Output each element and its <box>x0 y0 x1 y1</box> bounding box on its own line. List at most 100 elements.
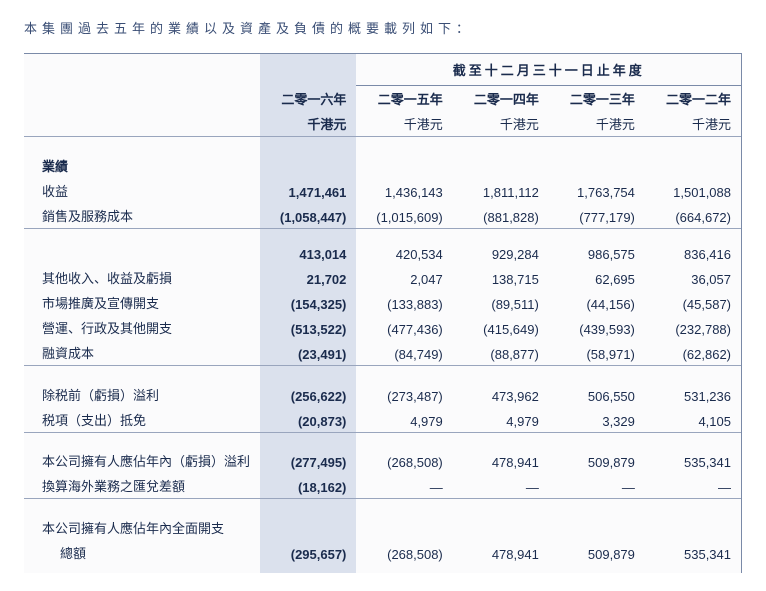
label-finance: 融資成本 <box>24 340 260 366</box>
cell-cost-2013: (777,179) <box>549 203 645 229</box>
cell-fx-2012: — <box>645 473 741 499</box>
period-header: 截至十二月三十一日止年度 <box>356 54 741 86</box>
cell-cost-2014: (881,828) <box>453 203 549 229</box>
cell-fin-2012: (62,862) <box>645 340 741 366</box>
row-total-comp-line1: 本公司擁有人應佔年內全面開支 <box>24 515 741 540</box>
cell-attrib-2015: (268,508) <box>356 448 452 473</box>
label-tax: 税項（支出）抵免 <box>24 407 260 433</box>
cell-other-2015: 2,047 <box>356 265 452 290</box>
cell-fx-2015: — <box>356 473 452 499</box>
cell-fin-2014: (88,877) <box>453 340 549 366</box>
cell-gross-2012: 836,416 <box>645 244 741 265</box>
divider-row <box>24 499 741 515</box>
cell-total-2014: 478,941 <box>453 540 549 565</box>
label-fx: 換算海外業務之匯兌差額 <box>24 473 260 499</box>
divider-row <box>24 432 741 448</box>
intro-text: 本集團過去五年的業績以及資產及負債的概要載列如下： <box>24 18 742 37</box>
cell-total-2013: 509,879 <box>549 540 645 565</box>
year-2015: 二零一五年 <box>356 86 452 112</box>
label-cost: 銷售及服務成本 <box>24 203 260 229</box>
label-total-comp-1: 本公司擁有人應佔年內全面開支 <box>24 515 260 540</box>
cell-cost-2016: (1,058,447) <box>260 203 356 229</box>
cell-mkt-2015: (133,883) <box>356 290 452 315</box>
cell-other-2014: 138,715 <box>453 265 549 290</box>
unit-2014: 千港元 <box>453 111 549 137</box>
cell-admin-2012: (232,788) <box>645 315 741 340</box>
cell-other-2013: 62,695 <box>549 265 645 290</box>
cell-revenue-2013: 1,763,754 <box>549 178 645 203</box>
cell-admin-2014: (415,649) <box>453 315 549 340</box>
cell-other-2012: 36,057 <box>645 265 741 290</box>
cell-revenue-2012: 1,501,088 <box>645 178 741 203</box>
cell-fin-2013: (58,971) <box>549 340 645 366</box>
row-total: 總額 (295,657) (268,508) 478,941 509,879 5… <box>24 540 741 565</box>
cell-attrib-2013: 509,879 <box>549 448 645 473</box>
cell-pbt-2012: 531,236 <box>645 382 741 407</box>
financial-table-container: 截至十二月三十一日止年度 二零一六年 二零一五年 二零一四年 二零一三年 二零一… <box>24 53 742 573</box>
results-header: 業績 <box>24 153 260 178</box>
cell-admin-2015: (477,436) <box>356 315 452 340</box>
year-2012: 二零一二年 <box>645 86 741 112</box>
cell-tax-2016: (20,873) <box>260 407 356 433</box>
cell-pbt-2016: (256,622) <box>260 382 356 407</box>
cell-pbt-2015: (273,487) <box>356 382 452 407</box>
cell-mkt-2012: (45,587) <box>645 290 741 315</box>
cell-revenue-2015: 1,436,143 <box>356 178 452 203</box>
cell-gross-2013: 986,575 <box>549 244 645 265</box>
financial-table: 截至十二月三十一日止年度 二零一六年 二零一五年 二零一四年 二零一三年 二零一… <box>24 54 741 573</box>
label-attrib: 本公司擁有人應佔年內（虧損）溢利 <box>24 448 260 473</box>
cell-mkt-2013: (44,156) <box>549 290 645 315</box>
row-section-header: 業績 <box>24 153 741 178</box>
cell-total-2012: 535,341 <box>645 540 741 565</box>
cell-attrib-2012: 535,341 <box>645 448 741 473</box>
row-pbt: 除税前（虧損）溢利 (256,622) (273,487) 473,962 50… <box>24 382 741 407</box>
label-revenue: 收益 <box>24 178 260 203</box>
cell-fx-2016: (18,162) <box>260 473 356 499</box>
row-cost: 銷售及服務成本 (1,058,447) (1,015,609) (881,828… <box>24 203 741 229</box>
year-2014: 二零一四年 <box>453 86 549 112</box>
divider-row <box>24 137 741 153</box>
cell-gross-2015: 420,534 <box>356 244 452 265</box>
label-total-comp-2: 總額 <box>24 540 260 565</box>
header-units-row: 千港元 千港元 千港元 千港元 千港元 <box>24 111 741 137</box>
unit-2015: 千港元 <box>356 111 452 137</box>
row-finance: 融資成本 (23,491) (84,749) (88,877) (58,971)… <box>24 340 741 366</box>
row-gross: 413,014 420,534 929,284 986,575 836,416 <box>24 244 741 265</box>
cell-gross-2014: 929,284 <box>453 244 549 265</box>
label-marketing: 市場推廣及宣傳開支 <box>24 290 260 315</box>
divider-row <box>24 228 741 244</box>
cell-cost-2015: (1,015,609) <box>356 203 452 229</box>
cell-other-2016: 21,702 <box>260 265 356 290</box>
cell-total-2016: (295,657) <box>260 540 356 565</box>
year-2016: 二零一六年 <box>260 86 356 112</box>
cell-fin-2016: (23,491) <box>260 340 356 366</box>
cell-pbt-2013: 506,550 <box>549 382 645 407</box>
cell-cost-2012: (664,672) <box>645 203 741 229</box>
header-period-row: 截至十二月三十一日止年度 <box>24 54 741 86</box>
year-2013: 二零一三年 <box>549 86 645 112</box>
cell-tax-2014: 4,979 <box>453 407 549 433</box>
spacer-row <box>24 565 741 573</box>
row-attrib: 本公司擁有人應佔年內（虧損）溢利 (277,495) (268,508) 478… <box>24 448 741 473</box>
unit-2012: 千港元 <box>645 111 741 137</box>
label-pbt: 除税前（虧損）溢利 <box>24 382 260 407</box>
cell-mkt-2016: (154,325) <box>260 290 356 315</box>
unit-2013: 千港元 <box>549 111 645 137</box>
label-admin: 營運、行政及其他開支 <box>24 315 260 340</box>
cell-fx-2013: — <box>549 473 645 499</box>
cell-admin-2016: (513,522) <box>260 315 356 340</box>
cell-tax-2015: 4,979 <box>356 407 452 433</box>
cell-total-2015: (268,508) <box>356 540 452 565</box>
cell-gross-2016: 413,014 <box>260 244 356 265</box>
divider-row <box>24 366 741 382</box>
label-other-income: 其他收入、收益及虧損 <box>24 265 260 290</box>
cell-revenue-2014: 1,811,112 <box>453 178 549 203</box>
cell-fx-2014: — <box>453 473 549 499</box>
cell-attrib-2016: (277,495) <box>260 448 356 473</box>
cell-tax-2012: 4,105 <box>645 407 741 433</box>
header-years-row: 二零一六年 二零一五年 二零一四年 二零一三年 二零一二年 <box>24 86 741 112</box>
unit-2016: 千港元 <box>260 111 356 137</box>
row-revenue: 收益 1,471,461 1,436,143 1,811,112 1,763,7… <box>24 178 741 203</box>
row-tax: 税項（支出）抵免 (20,873) 4,979 4,979 3,329 4,10… <box>24 407 741 433</box>
cell-mkt-2014: (89,511) <box>453 290 549 315</box>
